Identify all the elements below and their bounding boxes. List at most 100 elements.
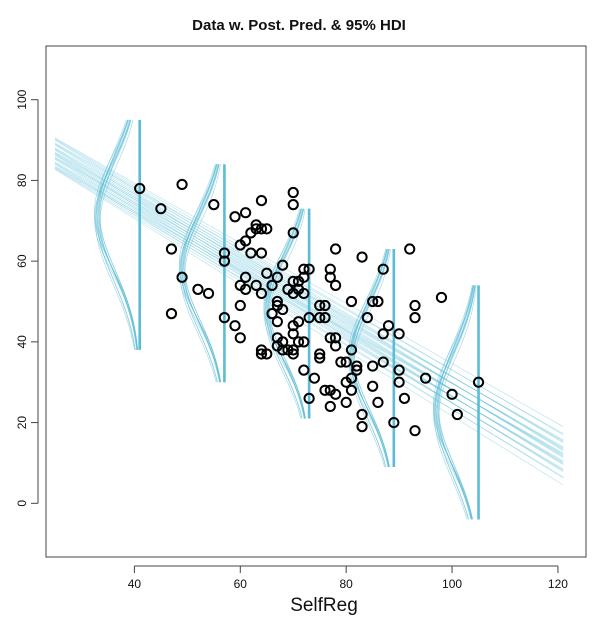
data-point xyxy=(329,279,342,291)
data-point xyxy=(255,194,268,207)
data-point xyxy=(451,408,463,421)
data-point xyxy=(409,425,421,437)
data-point xyxy=(277,344,289,356)
data-point xyxy=(303,312,315,324)
data-point xyxy=(377,356,389,368)
posterior-density-curve xyxy=(263,208,306,419)
data-point xyxy=(393,376,405,388)
data-point xyxy=(319,299,331,312)
data-point xyxy=(329,340,342,352)
data-point xyxy=(192,283,204,295)
x-tick-label: 120 xyxy=(548,577,568,591)
data-point xyxy=(372,295,384,308)
data-point xyxy=(393,328,405,340)
data-point xyxy=(287,344,299,356)
data-point xyxy=(340,396,352,409)
data-point xyxy=(271,271,283,283)
data-point xyxy=(271,316,283,328)
data-point xyxy=(446,388,458,400)
posterior-density-curve xyxy=(265,208,303,419)
plot-frame xyxy=(45,45,587,558)
data-point xyxy=(234,332,246,344)
data-point xyxy=(176,271,188,283)
x-tick-label: 100 xyxy=(442,577,462,591)
posterior-density-curve xyxy=(183,164,221,383)
posterior-density-curve xyxy=(436,285,475,520)
data-point xyxy=(324,263,336,275)
data-point xyxy=(287,199,299,211)
data-point xyxy=(314,299,326,312)
data-point xyxy=(361,312,373,324)
posterior-density-curve xyxy=(438,285,477,520)
data-point xyxy=(298,336,310,348)
y-tick-label: 80 xyxy=(15,173,29,187)
data-point xyxy=(277,303,289,316)
data-point xyxy=(292,316,305,328)
data-point xyxy=(351,360,363,372)
data-point xyxy=(393,364,405,376)
y-tick-label: 0 xyxy=(15,500,29,507)
data-point xyxy=(335,356,347,368)
y-tick-label: 20 xyxy=(15,416,29,430)
data-point xyxy=(165,243,178,255)
data-point xyxy=(271,295,283,308)
data-point xyxy=(351,364,363,376)
data-point xyxy=(367,360,379,372)
data-point xyxy=(298,263,310,275)
y-axis: 0 20 40 60 80 100 xyxy=(15,89,39,507)
data-point xyxy=(245,247,257,259)
data-point xyxy=(356,408,368,421)
data-point xyxy=(303,392,315,404)
chart-title: Data w. Post. Pred. & 95% HDI xyxy=(192,17,406,34)
hdi-bars-layer xyxy=(138,119,480,520)
data-point xyxy=(382,320,395,332)
data-point xyxy=(277,336,289,348)
data-point xyxy=(377,263,389,275)
data-point xyxy=(356,421,368,433)
posterior-density-curve xyxy=(436,285,475,520)
x-tick-label: 40 xyxy=(128,577,142,591)
posterior-density-curve xyxy=(184,164,221,383)
data-point xyxy=(266,308,278,320)
data-point xyxy=(208,199,220,211)
data-point xyxy=(277,259,289,271)
data-point xyxy=(250,279,262,291)
data-point xyxy=(287,348,299,360)
data-point xyxy=(329,243,342,255)
x-axis-label: SelfReg xyxy=(290,595,358,616)
data-point xyxy=(324,271,336,283)
posterior-density-curve xyxy=(350,248,387,468)
data-point xyxy=(329,332,342,344)
data-point xyxy=(229,320,241,332)
data-point xyxy=(234,299,246,312)
data-points-layer xyxy=(134,178,485,437)
data-point xyxy=(367,380,379,392)
posterior-density-curve xyxy=(437,285,474,520)
data-point xyxy=(324,332,336,344)
posterior-density-curve xyxy=(94,119,138,350)
data-point xyxy=(298,271,310,283)
y-tick-label: 100 xyxy=(15,89,29,109)
data-point xyxy=(250,223,262,235)
data-point xyxy=(261,223,273,235)
y-tick-label: 60 xyxy=(15,254,29,268)
data-point xyxy=(377,328,389,340)
data-point xyxy=(255,223,268,235)
data-point xyxy=(266,279,278,291)
data-point xyxy=(372,396,384,409)
posterior-density-curve xyxy=(179,164,222,383)
data-point xyxy=(435,291,448,304)
x-tick-label: 80 xyxy=(339,577,353,591)
data-point xyxy=(287,275,299,287)
data-point xyxy=(298,287,310,300)
posterior-density-curve xyxy=(183,164,221,383)
data-point xyxy=(319,312,331,324)
data-point xyxy=(356,251,368,263)
posterior-density-curve xyxy=(432,285,476,520)
data-point xyxy=(287,227,299,239)
data-point xyxy=(239,207,252,219)
data-point xyxy=(134,182,146,195)
data-point xyxy=(314,352,326,364)
posterior-density-curve xyxy=(432,285,474,520)
